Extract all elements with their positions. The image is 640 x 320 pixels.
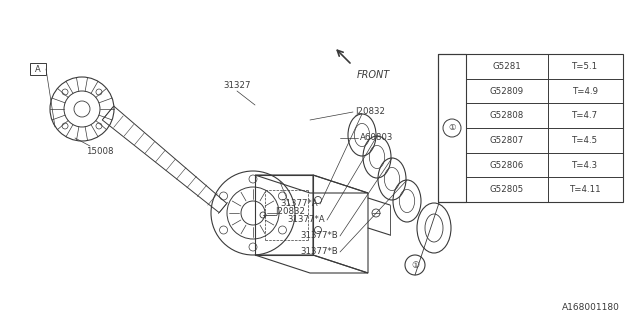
Text: G52808: G52808 [490,111,524,120]
Text: G52806: G52806 [490,161,524,170]
Text: 31377*B: 31377*B [300,231,338,241]
Text: T=4.9: T=4.9 [573,86,598,95]
Text: 31377*A: 31377*A [280,199,318,209]
Text: 15008: 15008 [86,148,114,156]
Text: A: A [35,65,41,74]
Bar [438,54,466,202]
Text: A168001180: A168001180 [562,303,620,312]
Text: 31377*B: 31377*B [300,247,338,257]
Text: G52809: G52809 [490,86,524,95]
Text: 31327: 31327 [223,81,251,90]
Text: T=4.7: T=4.7 [572,111,598,120]
Text: A60803: A60803 [360,133,394,142]
Text: G52805: G52805 [490,185,524,194]
Text: T=4.11: T=4.11 [570,185,602,194]
Text: ①: ① [411,260,419,269]
Text: 31377*A: 31377*A [287,215,325,225]
Bar [30,63,46,75]
Text: ①: ① [448,124,456,132]
Text: T=4.3: T=4.3 [572,161,598,170]
Text: T=4.5: T=4.5 [572,136,598,145]
Text: G52807: G52807 [490,136,524,145]
Text: T=5.1: T=5.1 [572,62,598,71]
Text: G5281: G5281 [493,62,522,71]
Text: FRONT: FRONT [357,70,390,80]
Text: J20832: J20832 [275,207,305,217]
Text: J20832: J20832 [355,108,385,116]
Bar [438,54,623,202]
